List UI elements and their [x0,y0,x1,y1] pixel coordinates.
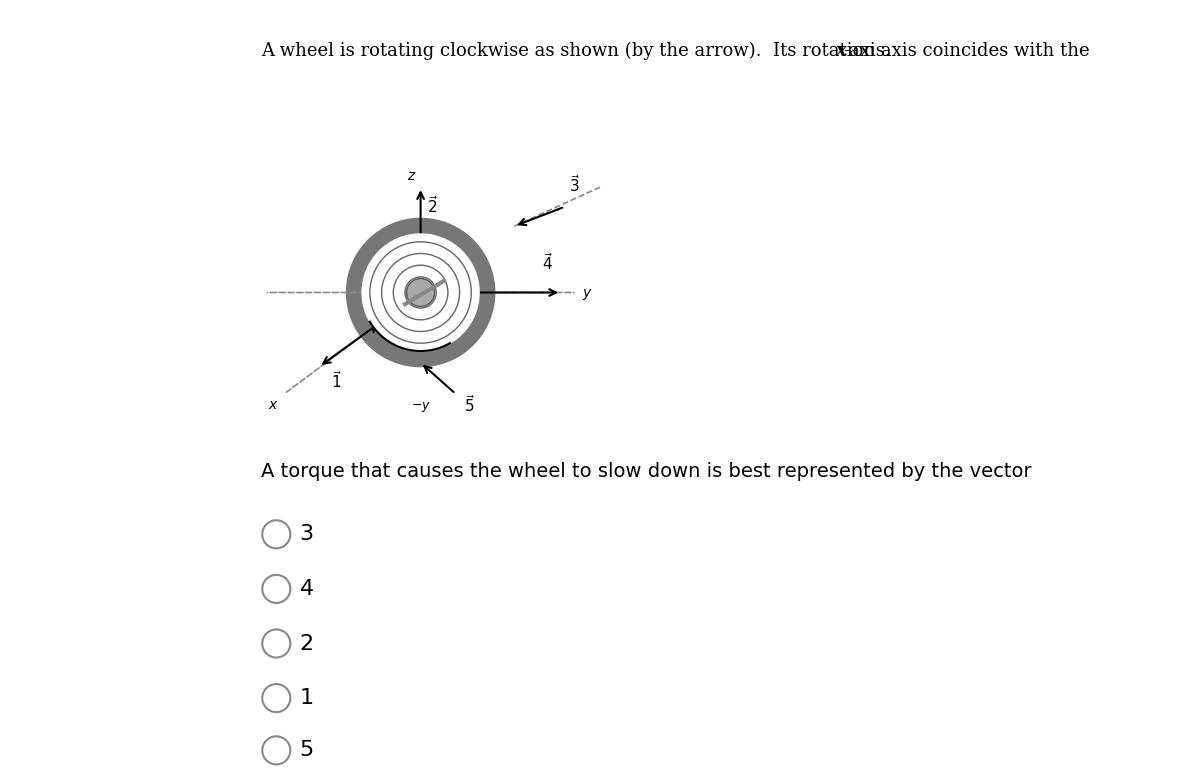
Text: z: z [407,169,414,183]
Text: $\vec{4}$: $\vec{4}$ [542,252,553,273]
Text: 3: 3 [300,524,314,544]
Text: 1: 1 [300,688,314,708]
Text: 5: 5 [300,740,314,760]
Text: A wheel is rotating clockwise as shown (by the arrow).  Its rotation axis coinci: A wheel is rotating clockwise as shown (… [260,41,1096,60]
Text: x: x [835,41,846,60]
Text: -axis.: -axis. [844,41,892,60]
Text: $\vec{1}$: $\vec{1}$ [331,370,342,392]
Text: 2: 2 [300,633,314,654]
Circle shape [362,234,479,351]
Text: $\vec{2}$: $\vec{2}$ [427,195,438,216]
Text: $-y$: $-y$ [410,400,431,414]
Text: y: y [583,285,592,300]
Text: A torque that causes the wheel to slow down is best represented by the vector: A torque that causes the wheel to slow d… [260,463,1031,481]
Circle shape [347,218,494,367]
Text: $\vec{3}$: $\vec{3}$ [569,174,580,195]
Circle shape [407,278,434,307]
Text: x: x [268,398,276,412]
Text: 4: 4 [300,579,314,599]
Text: $\vec{5}$: $\vec{5}$ [463,394,475,415]
